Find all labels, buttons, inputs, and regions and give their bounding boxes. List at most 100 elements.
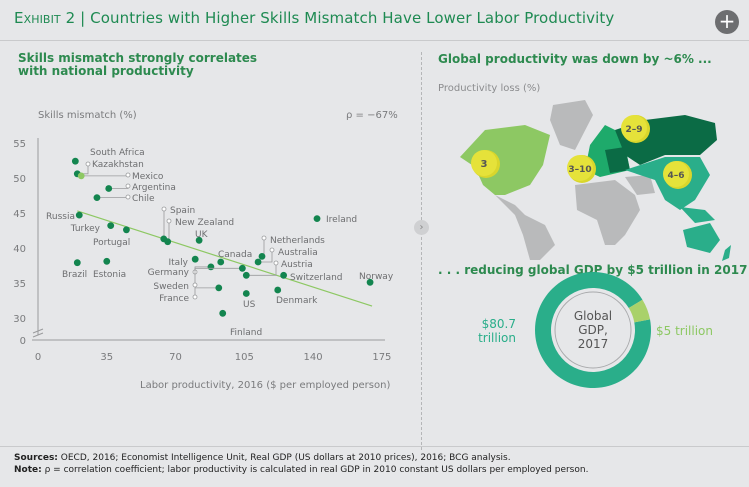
x-tick-label: 70 xyxy=(169,352,182,363)
leader-line xyxy=(194,287,219,297)
data-point xyxy=(75,211,83,219)
data-point xyxy=(258,253,266,260)
point-label: Italy xyxy=(168,258,188,268)
rho-annotation: ρ = −67% xyxy=(346,110,398,121)
leader-line xyxy=(81,175,129,177)
y-tick-label: 0 xyxy=(20,336,26,347)
data-point xyxy=(195,236,203,244)
map-central-europe xyxy=(605,147,630,173)
leader-end xyxy=(161,206,167,212)
point-label: Sweden xyxy=(153,282,189,292)
point-label: Argentina xyxy=(132,183,176,193)
donut-slice xyxy=(628,299,651,323)
leader-end xyxy=(125,194,131,200)
leader-end xyxy=(261,235,267,241)
map-south-america xyxy=(495,195,555,260)
donut-slice-label: $80.7 xyxy=(482,317,516,331)
region-bubble-north-america: 3 xyxy=(471,150,500,178)
point-label: Canada xyxy=(218,250,252,260)
exhibit-title: Countries with Higher Skills Mismatch Ha… xyxy=(90,9,615,27)
donut-center-label: GDP, xyxy=(578,323,608,337)
map-legend-label: Productivity loss (%) xyxy=(438,83,541,94)
data-point xyxy=(164,238,172,246)
leader-end xyxy=(85,161,91,167)
y-axis-label: Skills mismatch (%) xyxy=(38,110,137,121)
axis-break-mark xyxy=(32,328,44,338)
map-africa xyxy=(575,180,640,245)
map-australia xyxy=(683,223,720,253)
leader-end xyxy=(166,218,172,224)
svg-text:4–6: 4–6 xyxy=(667,171,684,181)
x-tick-label: 175 xyxy=(372,352,391,363)
point-label: Russia xyxy=(46,212,75,222)
data-point xyxy=(207,263,215,271)
point-label: Brazil xyxy=(62,270,87,280)
data-point xyxy=(191,255,199,263)
y-tick-label: 40 xyxy=(13,244,26,255)
data-point xyxy=(215,284,223,292)
data-point xyxy=(242,290,250,297)
donut-center-label: Global xyxy=(574,309,612,323)
map-middle-east xyxy=(625,175,655,195)
left-subtitle: Skills mismatch strongly correlates with… xyxy=(18,51,258,78)
data-point xyxy=(123,226,130,234)
leader-end xyxy=(125,172,131,178)
point-label: New Zealand xyxy=(175,218,234,228)
data-point xyxy=(366,278,374,286)
leader-end xyxy=(269,247,275,253)
point-label: Norway xyxy=(359,272,394,282)
x-tick-label: 0 xyxy=(35,352,41,363)
point-label: UK xyxy=(195,230,209,240)
data-point xyxy=(103,257,111,265)
world-map: 3 3–10 2–9 4–6 xyxy=(460,100,731,261)
x-tick-label: 140 xyxy=(304,352,323,363)
data-point xyxy=(313,215,321,223)
footer: Sources: OECD, 2016; Economist Intellige… xyxy=(14,452,588,476)
header-divider xyxy=(0,40,749,41)
point-label: Austria xyxy=(281,260,313,270)
x-tick-label: 105 xyxy=(235,352,254,363)
leader-end xyxy=(192,282,198,288)
scatter-chart: 0 30 35 40 45 50 55 0 35 70 105 140 175 South Africa K… xyxy=(13,138,394,363)
panel-divider xyxy=(421,52,422,450)
data-point xyxy=(71,157,79,165)
svg-text:3: 3 xyxy=(481,159,488,170)
point-label: Ireland xyxy=(326,215,357,225)
donut-title: . . . reducing global GDP by $5 trillion… xyxy=(438,263,748,277)
point-label: Denmark xyxy=(276,296,318,306)
donut-center-label: 2017 xyxy=(578,337,609,351)
leader-line xyxy=(258,250,273,263)
data-point xyxy=(217,258,225,266)
data-point xyxy=(274,286,282,294)
point-label: Finland xyxy=(230,328,262,338)
point-label: Kazakhstan xyxy=(92,160,144,170)
leader-line xyxy=(246,263,277,276)
plus-circle-icon[interactable]: + xyxy=(715,10,739,34)
leader-end xyxy=(273,260,279,266)
point-label: Australia xyxy=(278,248,318,258)
map-title: Global productivity was down by ~6% ... xyxy=(438,52,712,66)
data-point xyxy=(219,309,227,317)
sources-line: Sources: OECD, 2016; Economist Intellige… xyxy=(14,453,511,463)
page-title: Exhibit 2 | Countries with Higher Skills… xyxy=(14,9,615,27)
data-point xyxy=(107,222,115,230)
point-label: Netherlands xyxy=(270,236,325,246)
map-greenland xyxy=(550,100,593,150)
donut-slice-label: $5 trillion xyxy=(656,324,713,338)
leader-end xyxy=(125,183,131,189)
point-label: Spain xyxy=(170,206,195,216)
note-line: Note: ρ = correlation coefficient; labor… xyxy=(14,465,589,475)
point-label: Germany xyxy=(148,268,190,278)
point-label: South Africa xyxy=(90,148,145,158)
data-point xyxy=(280,271,288,279)
chevron-right-icon[interactable]: › xyxy=(414,220,429,235)
data-point xyxy=(73,259,81,267)
donut-slice-label: trillion xyxy=(478,331,516,345)
data-point xyxy=(254,258,262,266)
leader-line xyxy=(194,267,243,285)
data-point xyxy=(238,264,246,272)
donut-center xyxy=(554,291,632,369)
point-label: Switzerland xyxy=(290,273,343,283)
point-label: Chile xyxy=(132,194,155,204)
exhibit-number: Exhibit 2 xyxy=(14,9,76,27)
